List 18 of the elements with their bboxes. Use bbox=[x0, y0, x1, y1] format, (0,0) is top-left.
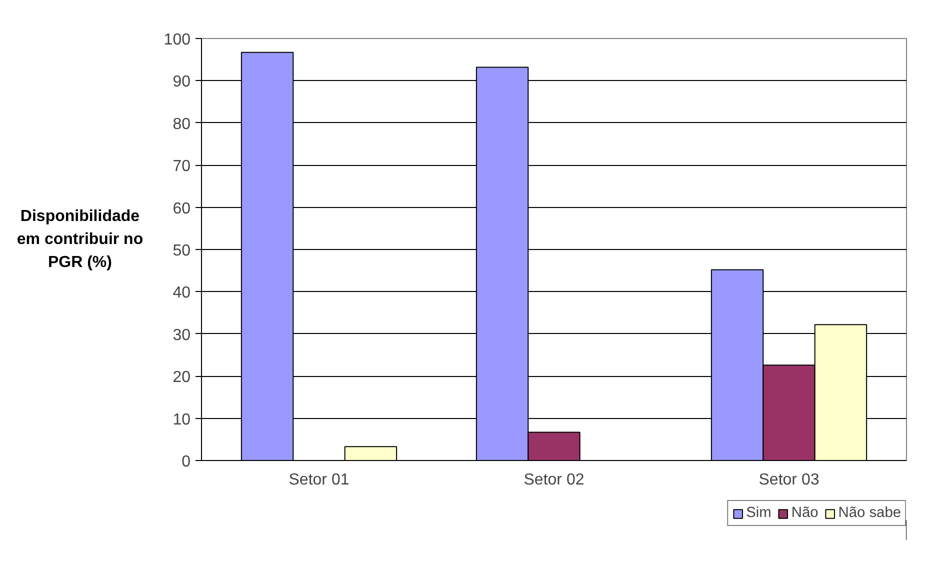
y-tick-label: 80 bbox=[172, 116, 191, 133]
x-tick-label: Setor 02 bbox=[524, 472, 584, 488]
y-axis-title: Disponibilidade em contribuir no PGR (%) bbox=[16, 207, 144, 274]
y-tick-label: 20 bbox=[172, 369, 191, 386]
legend-label: Não sabe bbox=[838, 505, 901, 521]
legend-label: Sim bbox=[746, 505, 772, 521]
y-tick-label: 90 bbox=[172, 74, 191, 91]
y-tick-label: 70 bbox=[172, 158, 191, 176]
y-tick-label: 0 bbox=[182, 454, 191, 470]
y-tick-label: 10 bbox=[172, 411, 191, 428]
y-tick-label: 30 bbox=[172, 326, 191, 344]
x-tick-label: Setor 01 bbox=[288, 472, 350, 488]
legend-label: Não bbox=[791, 505, 818, 521]
y-tick-label: 50 bbox=[172, 242, 191, 260]
y-tick-label: 60 bbox=[172, 200, 191, 218]
y-tick-label: 40 bbox=[172, 284, 191, 302]
y-tick-label: 100 bbox=[164, 32, 191, 48]
x-tick-label: Setor 03 bbox=[758, 472, 820, 488]
